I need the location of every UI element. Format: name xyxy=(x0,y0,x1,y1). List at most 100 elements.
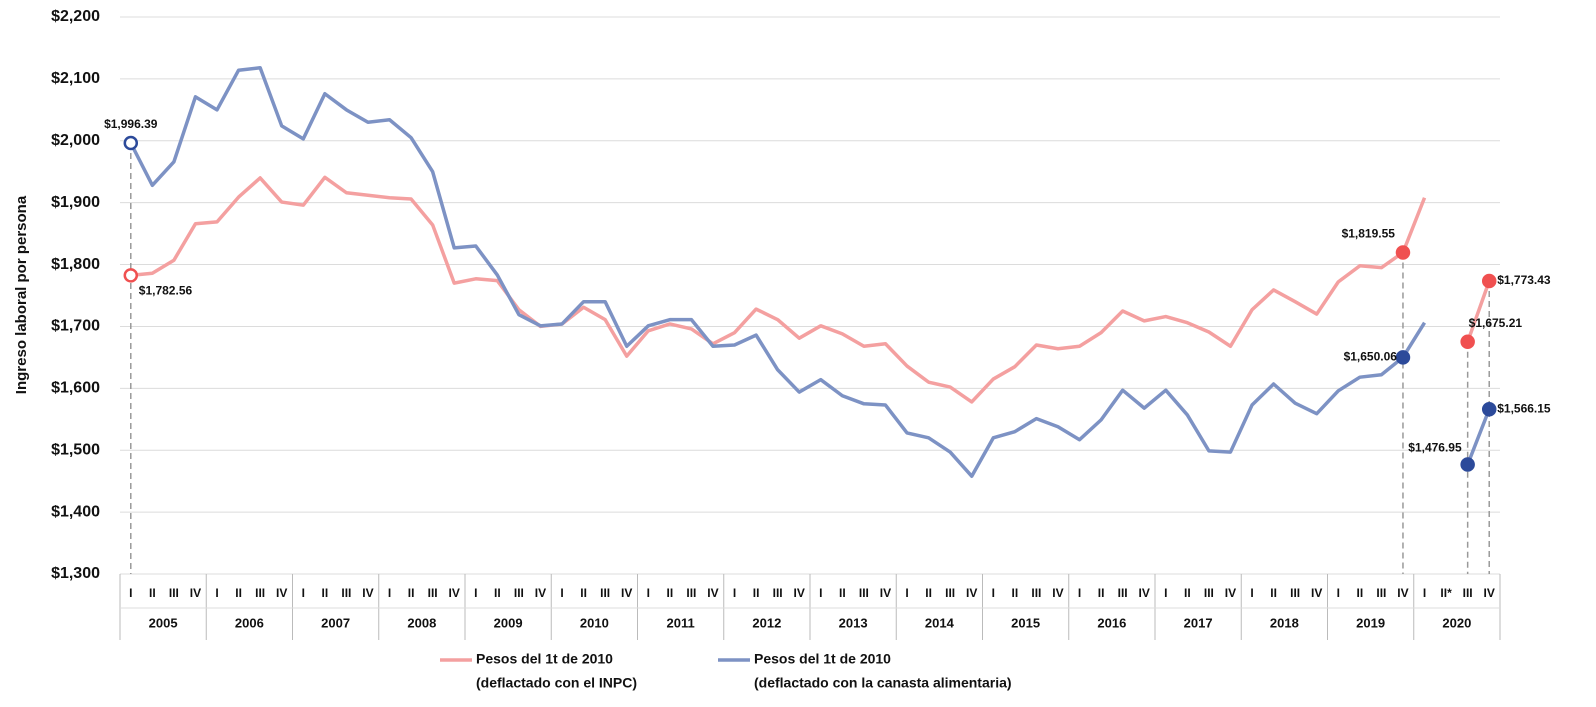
series-line xyxy=(129,65,1491,478)
year-label: 2006 xyxy=(235,615,264,630)
x-tick-label: IV xyxy=(276,586,287,600)
y-tick-label: $2,100 xyxy=(51,70,100,87)
legend-label: Pesos del 1t de 2010 xyxy=(754,651,891,667)
x-tick-label: II* xyxy=(1440,586,1452,600)
x-tick-label: III xyxy=(1290,586,1300,600)
x-tick-label: II xyxy=(322,586,329,600)
x-tick-label: II xyxy=(1012,586,1019,600)
x-tick-label: I xyxy=(733,586,736,600)
y-tick-label: $2,200 xyxy=(51,8,100,25)
year-label: 2015 xyxy=(1011,615,1040,630)
x-tick-label: III xyxy=(859,586,869,600)
x-tick-label: IV xyxy=(621,586,632,600)
y-tick-label: $1,500 xyxy=(51,441,100,458)
year-label: 2010 xyxy=(580,615,609,630)
legend-sublabel: (deflactado con el INPC) xyxy=(476,675,637,691)
year-label: 2020 xyxy=(1442,615,1471,630)
y-tick-label: $1,800 xyxy=(51,256,100,273)
x-tick-label: II xyxy=(494,586,501,600)
x-tick-label: I xyxy=(474,586,477,600)
x-tick-label: II xyxy=(1184,586,1191,600)
x-tick-label: IV xyxy=(880,586,891,600)
x-tick-label: III xyxy=(428,586,438,600)
year-label: 2011 xyxy=(667,615,695,630)
x-tick-label: I xyxy=(819,586,822,600)
x-tick-label: I xyxy=(1164,586,1167,600)
x-tick-label: III xyxy=(255,586,265,600)
x-tick-label: III xyxy=(1031,586,1041,600)
x-tick-label: I xyxy=(1078,586,1081,600)
x-tick-label: II xyxy=(149,586,156,600)
legend-sublabel: (deflactado con la canasta alimentaria) xyxy=(754,675,1012,691)
x-tick-label: IV xyxy=(1397,586,1408,600)
year-label: 2019 xyxy=(1356,615,1385,630)
legend-label: Pesos del 1t de 2010 xyxy=(476,651,613,667)
y-tick-label: $2,000 xyxy=(51,132,100,149)
value-label: $1,782.56 xyxy=(139,284,193,298)
point-marker xyxy=(1395,350,1411,365)
x-tick-label: II xyxy=(235,586,242,600)
x-tick-label: I xyxy=(388,586,391,600)
x-tick-label: II xyxy=(753,586,760,600)
x-tick-label: III xyxy=(686,586,696,600)
point-marker xyxy=(123,268,139,283)
year-label: 2014 xyxy=(925,615,955,630)
x-tick-label: I xyxy=(302,586,305,600)
x-tick-label: II xyxy=(408,586,415,600)
x-tick-label: II xyxy=(667,586,674,600)
x-tick-label: IV xyxy=(966,586,977,600)
point-marker xyxy=(1481,402,1497,417)
value-label: $1,566.15 xyxy=(1497,401,1551,415)
x-tick-label: IV xyxy=(1225,586,1236,600)
y-tick-label: $1,300 xyxy=(51,565,100,582)
x-tick-label: IV xyxy=(362,586,373,600)
y-axis-label: Ingreso laboral por persona xyxy=(13,195,30,394)
point-marker xyxy=(1395,245,1411,260)
value-label: $1,819.55 xyxy=(1342,227,1396,241)
x-tick-label: III xyxy=(1376,586,1386,600)
x-tick-label: II xyxy=(925,586,932,600)
y-tick-label: $1,400 xyxy=(51,503,100,520)
year-label: 2018 xyxy=(1270,615,1299,630)
x-tick-label: IV xyxy=(1139,586,1150,600)
x-tick-label: II xyxy=(1270,586,1277,600)
point-marker xyxy=(123,135,139,151)
x-tick-label: II xyxy=(1357,586,1364,600)
x-tick-label: IV xyxy=(190,586,201,600)
x-tick-label: II xyxy=(1098,586,1105,600)
value-label: $1,996.39 xyxy=(104,117,158,131)
x-tick-label: IV xyxy=(1052,586,1063,600)
x-tick-label: I xyxy=(992,586,995,600)
x-tick-label: IV xyxy=(449,586,460,600)
x-tick-label: I xyxy=(1423,586,1426,600)
x-tick-label: III xyxy=(600,586,610,600)
year-label: 2013 xyxy=(839,615,868,630)
year-label: 2012 xyxy=(752,615,781,630)
x-tick-label: III xyxy=(341,586,351,600)
x-tick-label: IV xyxy=(1311,586,1322,600)
y-tick-label: $1,600 xyxy=(51,380,100,397)
y-tick-label: $1,700 xyxy=(51,318,100,335)
x-tick-label: IV xyxy=(535,586,546,600)
year-label: 2016 xyxy=(1097,615,1126,630)
value-label: $1,675.21 xyxy=(1469,316,1523,330)
point-marker xyxy=(1481,273,1497,289)
x-tick-label: I xyxy=(560,586,563,600)
x-tick-label: III xyxy=(1463,586,1473,600)
x-tick-label: III xyxy=(1118,586,1128,600)
x-tick-label: I xyxy=(1250,586,1253,600)
x-tick-label: IV xyxy=(707,586,718,600)
x-tick-label: III xyxy=(1204,586,1214,600)
year-label: 2008 xyxy=(407,615,436,630)
value-label: $1,773.43 xyxy=(1497,273,1551,287)
x-tick-label: I xyxy=(647,586,650,600)
x-tick-label: III xyxy=(169,586,179,600)
x-tick-label: I xyxy=(1337,586,1340,600)
y-tick-label: $1,900 xyxy=(51,194,100,211)
series-line xyxy=(130,175,1491,404)
x-tick-label: I xyxy=(905,586,908,600)
x-tick-label: IV xyxy=(1484,586,1495,600)
point-marker xyxy=(1460,334,1475,350)
value-label: $1,650.06 xyxy=(1344,350,1398,364)
